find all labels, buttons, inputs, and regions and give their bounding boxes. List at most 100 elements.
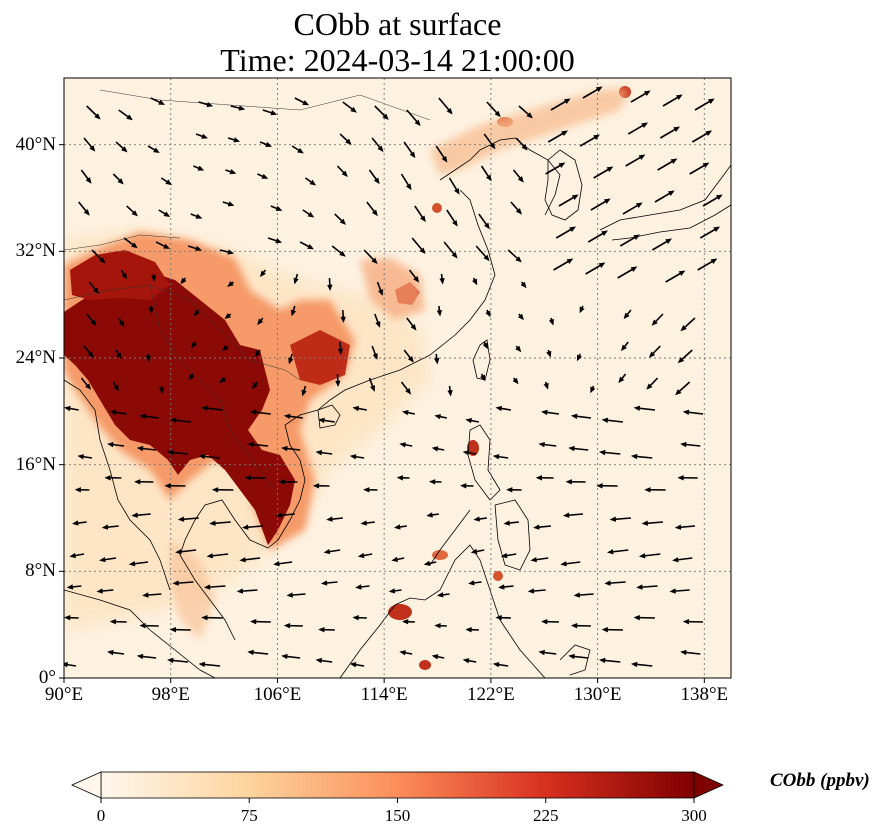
wind-vector-head <box>630 453 638 460</box>
coast-palawan <box>429 509 471 566</box>
wind-vector-head <box>517 313 524 321</box>
wind-vector-head <box>437 592 444 598</box>
lon-tick-label: 138°E <box>680 684 729 705</box>
wind-vector-head <box>85 383 92 390</box>
wind-vector-head <box>541 409 548 416</box>
coast-china-east <box>317 189 496 411</box>
wind-vector-head <box>167 449 174 456</box>
hotspot-shandong <box>432 203 442 213</box>
gridlines <box>64 78 731 678</box>
coast-japan <box>599 164 731 241</box>
wind-vector-head <box>434 414 441 420</box>
wind-vector-head <box>406 183 412 191</box>
borders <box>64 89 431 491</box>
wind-vector-head <box>283 622 291 629</box>
wind-vector-head <box>465 417 473 424</box>
wind-vector-head <box>128 561 136 567</box>
wind-vector-head <box>288 357 294 365</box>
wind-vector-head <box>472 278 478 286</box>
wind-vector-head <box>323 548 331 555</box>
wind-vector-head <box>520 281 527 289</box>
wind-vector-head <box>201 614 208 621</box>
wind-vector-head <box>576 354 582 362</box>
wind-vector-head <box>180 277 187 285</box>
wind-vector-head <box>107 441 114 448</box>
wind-vector-head <box>426 512 433 518</box>
wind-vector-head <box>601 417 609 423</box>
wind-vector-head <box>372 353 378 360</box>
wind-vector-head <box>439 277 445 285</box>
wind-vector-head <box>672 557 679 563</box>
wind-vector-head <box>283 413 291 420</box>
coast-vietnam <box>267 409 319 549</box>
wind-vector-head <box>126 114 133 121</box>
hotspot-mindanao <box>493 571 503 581</box>
wind-vector-head <box>221 345 229 352</box>
wind-vector-head <box>560 561 567 567</box>
wind-vector-head <box>167 657 174 664</box>
wind-vector-head <box>413 276 420 283</box>
wind-vector-head <box>548 318 555 326</box>
wind-vector-head <box>603 198 611 204</box>
wind-vector-head <box>590 386 596 394</box>
wind-vector-head <box>562 512 570 518</box>
wind-vector-head <box>257 318 264 326</box>
plot-frame <box>63 77 732 679</box>
wind-vector-head <box>169 417 177 423</box>
wind-vector-head <box>219 377 226 384</box>
wind-vector-head <box>131 210 138 217</box>
wind-vector-head <box>391 556 398 563</box>
wind-vector-head <box>515 208 522 215</box>
wind-vector-head <box>533 524 540 530</box>
wind-vector-head <box>227 249 235 255</box>
wind-vector-head <box>396 475 403 481</box>
wind-vector-head <box>644 487 651 493</box>
wind-vector-head <box>107 649 114 656</box>
wind-vector-head <box>198 453 206 460</box>
wind-vector-head <box>371 257 378 264</box>
wind-vector-head <box>352 405 360 412</box>
coast-korea <box>544 149 583 221</box>
wind-vector-head <box>482 342 488 350</box>
wind-vector-head <box>495 405 503 412</box>
wind-vector-head <box>434 357 440 365</box>
wind-vector-head <box>470 548 478 555</box>
wind-vector-head <box>163 211 171 218</box>
wind-vector-head <box>538 649 545 656</box>
wind-vector-head <box>598 449 606 456</box>
wind-vector-head <box>573 592 581 598</box>
plume-core <box>64 272 295 545</box>
wind-vector-head <box>318 417 325 424</box>
lat-tick-label: 8°N <box>25 560 56 582</box>
lon-tick-label: 114°E <box>360 684 408 705</box>
wind-vector-head <box>90 319 97 326</box>
wind-vector-head <box>242 524 249 530</box>
wind-vector-head <box>233 137 241 143</box>
wind-vector-head <box>142 592 149 598</box>
wind-vector-head <box>297 147 304 154</box>
wind-vector-head <box>606 166 614 172</box>
wind-vector-head <box>339 250 346 257</box>
wind-vector-head <box>515 256 522 263</box>
wind-vector-head <box>420 215 426 223</box>
wind-vector-head <box>201 133 208 139</box>
wind-vector-head <box>377 145 384 153</box>
wind-vector-head <box>715 194 723 200</box>
wind-vector-head <box>211 487 219 493</box>
wind-vector-head <box>633 234 641 240</box>
wind-vector-head <box>566 258 574 264</box>
wind-vector-head <box>414 119 421 127</box>
wind-vector-head <box>705 130 713 136</box>
lat-tick-label: 24°N <box>15 347 56 368</box>
wind-vector-head <box>401 619 409 625</box>
wind-vector-head <box>236 588 244 594</box>
colorbar-tick-label: 300 <box>681 806 707 825</box>
wind-vector-head <box>85 177 92 184</box>
wind-vector-head <box>570 413 578 420</box>
wind-vector-head <box>113 384 119 392</box>
plume-core-north <box>70 250 170 300</box>
chart-title: CObb at surface <box>293 6 502 42</box>
wind-vector-head <box>148 307 154 314</box>
wind-vector-head <box>428 479 436 485</box>
wind-vector-head <box>318 626 325 633</box>
